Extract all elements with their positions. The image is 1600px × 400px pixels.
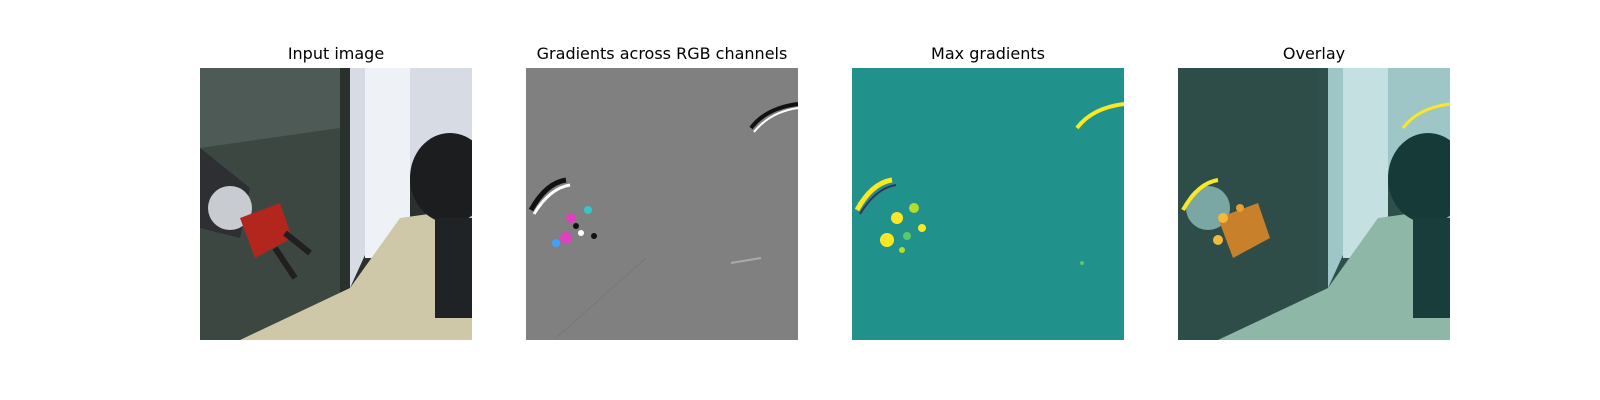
panel-title: Max gradients	[931, 44, 1045, 63]
panel-rgb-gradients: Gradients across RGB channels	[526, 40, 798, 340]
panel-title: Gradients across RGB channels	[536, 44, 788, 63]
max-gradient-heatmap	[852, 68, 1124, 340]
panel-input-image: Input image	[200, 40, 472, 340]
panel-title: Input image	[287, 44, 385, 63]
gradient-overlay-image	[1178, 68, 1450, 340]
input-image	[200, 68, 472, 340]
panel-max-gradients: Max gradients	[852, 40, 1124, 340]
panel-title: Overlay	[1282, 44, 1346, 63]
rgb-gradient-map	[526, 68, 798, 340]
panel-overlay: Overlay	[1178, 40, 1450, 340]
